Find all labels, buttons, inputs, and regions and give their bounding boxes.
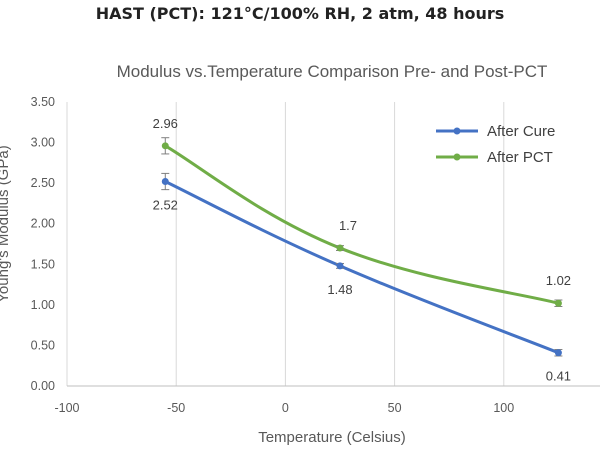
legend-marker [453,153,461,161]
data-label: 1.02 [546,273,571,288]
legend: After Cure After PCT [436,123,555,166]
data-label: 1.7 [339,218,357,233]
legend-label: After Cure [487,123,555,140]
x-tick-label: 0 [282,401,289,415]
data-point [161,178,169,186]
x-tick-label: 100 [493,401,514,415]
data-point [336,262,344,270]
series-after-cure: 2.52 1.48 0.41 [153,172,571,384]
legend-label: After PCT [487,149,553,166]
legend-marker [453,127,461,135]
y-tick-label: 3.50 [31,95,55,109]
x-tick-label: -50 [167,401,185,415]
page-heading: HAST (PCT): 121°C/100% RH, 2 atm, 48 hou… [95,4,505,23]
y-tick-label: 2.50 [31,176,55,190]
data-point [554,299,562,307]
series-line [163,180,560,355]
y-tick-label: 1.50 [31,257,55,271]
data-point [161,142,169,150]
y-tick-label: 0.50 [31,338,55,352]
x-tick-label: 50 [388,401,402,415]
axes: -100 -50 0 50 100 0.00 0.50 1.00 1.50 2.00 2.50 3.0… [31,95,600,415]
data-label: 0.41 [546,369,571,384]
series-after-pct: 2.96 1.7 1.02 [153,116,571,307]
y-tick-label: 2.00 [31,217,55,231]
x-tick-label: -100 [54,401,79,415]
y-tick-label: 1.00 [31,298,55,312]
data-label: 2.52 [153,198,178,213]
data-point [554,349,562,357]
x-axis-label: Temperature (Celsius) [258,429,406,446]
series-layer: 2.52 1.48 0.41 2.96 1.7 1.02 [153,116,571,384]
y-tick-label: 3.00 [31,136,55,150]
y-tick-label: 0.00 [31,379,55,393]
grid [66,102,505,386]
data-point [336,244,344,252]
y-axis-label: Young's Modulus (GPa) [0,145,12,302]
chart-title: Modulus vs.Temperature Comparison Pre- a… [117,62,548,81]
data-label: 1.48 [327,282,352,297]
series-line [163,144,560,305]
data-label: 2.96 [153,116,178,131]
